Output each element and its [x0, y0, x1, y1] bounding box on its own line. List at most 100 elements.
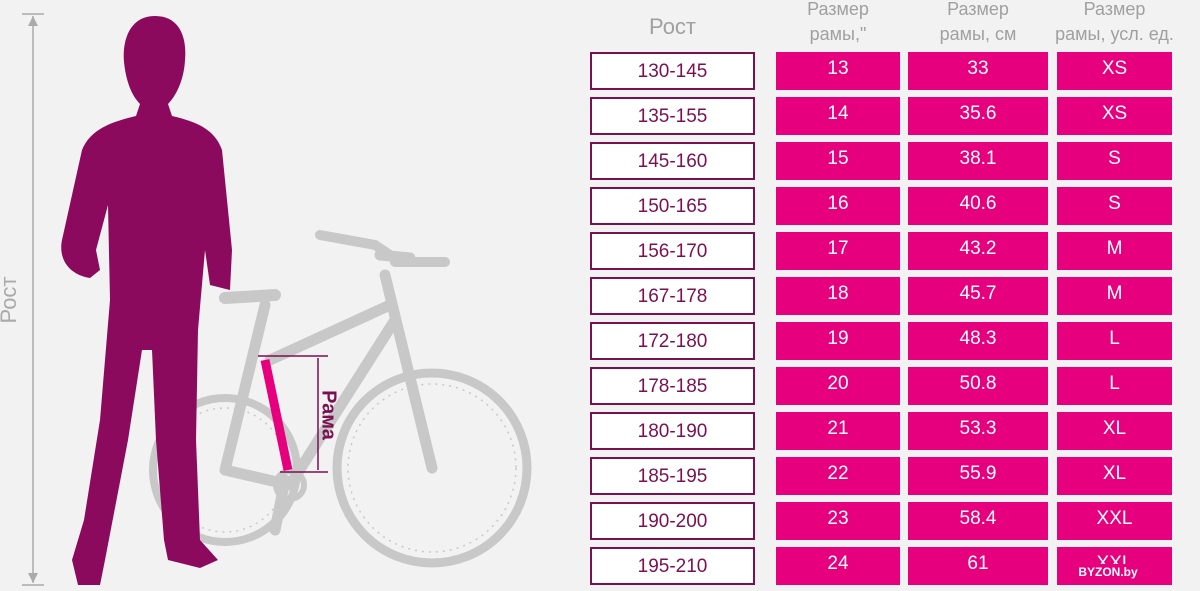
height-cell	[590, 277, 755, 315]
height-cell	[590, 52, 755, 90]
size-cell	[908, 322, 1048, 360]
watermark-bg	[1068, 564, 1148, 582]
height-cell	[590, 187, 755, 225]
size-value: 16	[827, 193, 848, 214]
height-range: 178-185	[638, 376, 708, 397]
height-cell	[590, 142, 755, 180]
size-cell	[908, 277, 1048, 315]
column-header: Размер	[807, 0, 869, 19]
size-cell	[776, 187, 900, 225]
height-cell	[590, 232, 755, 270]
size-value: S	[1108, 148, 1121, 169]
size-cell	[776, 142, 900, 180]
height-range: 180-190	[638, 421, 708, 442]
size-value: 45.7	[960, 283, 997, 304]
size-cell	[776, 52, 900, 90]
column-header: рамы,"	[810, 24, 867, 44]
size-value: 48.3	[960, 328, 997, 349]
size-cell	[1057, 187, 1172, 225]
height-range: 130-145	[638, 61, 708, 82]
size-cell	[908, 52, 1048, 90]
height-range: 195-210	[638, 556, 708, 577]
height-range: 156-170	[638, 241, 708, 262]
size-cell	[908, 547, 1048, 585]
size-cell	[776, 367, 900, 405]
person-silhouette	[61, 16, 232, 585]
size-value: XS	[1102, 103, 1127, 124]
size-cell	[908, 412, 1048, 450]
size-value: XXL	[1097, 508, 1133, 529]
size-value: 18	[827, 283, 848, 304]
size-cell	[908, 502, 1048, 540]
size-value: 13	[827, 58, 848, 79]
column-header: Рост	[649, 14, 696, 39]
size-value: 22	[827, 463, 848, 484]
size-cell	[1057, 277, 1172, 315]
size-value: XL	[1103, 463, 1126, 484]
size-value: L	[1109, 373, 1120, 394]
size-cell	[908, 232, 1048, 270]
size-value: 35.6	[960, 103, 997, 124]
size-cell	[908, 97, 1048, 135]
frame-label: Рама	[318, 390, 340, 441]
size-value: L	[1109, 328, 1120, 349]
size-cell	[776, 502, 900, 540]
size-cell	[776, 277, 900, 315]
size-cell	[908, 367, 1048, 405]
size-cell	[908, 142, 1048, 180]
size-value: 33	[967, 58, 988, 79]
size-cell	[1057, 367, 1172, 405]
size-value: 58.4	[960, 508, 997, 529]
column-header: Размер	[1084, 0, 1146, 19]
size-cell	[1057, 502, 1172, 540]
size-value: 23	[827, 508, 848, 529]
column-header: Размер	[947, 0, 1009, 19]
size-cell	[776, 412, 900, 450]
column-header: рамы, усл. ед.	[1055, 24, 1174, 44]
height-range: 150-165	[638, 196, 708, 217]
frame-highlight	[260, 359, 293, 471]
height-cell	[590, 547, 755, 585]
size-value: 24	[827, 553, 849, 574]
frame-dimension	[258, 355, 328, 473]
size-cell	[776, 457, 900, 495]
size-value: 17	[827, 238, 848, 259]
size-cell	[908, 457, 1048, 495]
size-value: XS	[1102, 58, 1127, 79]
height-cell	[590, 367, 755, 405]
size-cell	[1057, 322, 1172, 360]
size-table: Рост Размер рамы," Размер рамы, см Размер рамы…	[590, 0, 1174, 585]
size-value: M	[1107, 283, 1123, 304]
height-range: 167-178	[638, 286, 708, 307]
size-cell	[776, 547, 900, 585]
size-cell	[1057, 412, 1172, 450]
size-value: 61	[967, 553, 988, 574]
size-cell	[908, 187, 1048, 225]
size-value: 43.2	[960, 238, 997, 259]
size-cell	[776, 97, 900, 135]
size-cell	[776, 322, 900, 360]
size-value: XL	[1103, 418, 1126, 439]
size-value: 38.1	[960, 148, 997, 169]
height-range: 172-180	[638, 331, 708, 352]
watermark: BYZON.by	[1078, 565, 1138, 579]
size-value: 55.9	[960, 463, 997, 484]
size-cell	[776, 232, 900, 270]
height-range: 185-195	[638, 466, 708, 487]
height-range: 145-160	[638, 151, 708, 172]
height-cell	[590, 97, 755, 135]
column-header: рамы, см	[940, 24, 1017, 44]
size-cell	[1057, 97, 1172, 135]
size-value: 14	[827, 103, 849, 124]
height-label: Рост	[0, 276, 21, 323]
size-value: 50.8	[960, 373, 997, 394]
size-value: 40.6	[960, 193, 997, 214]
height-cell	[590, 322, 755, 360]
size-value: 15	[827, 148, 848, 169]
height-range: 135-155	[638, 106, 708, 127]
height-cell	[590, 502, 755, 540]
height-cell	[590, 412, 755, 450]
height-scale	[22, 13, 44, 586]
size-cell	[1057, 457, 1172, 495]
